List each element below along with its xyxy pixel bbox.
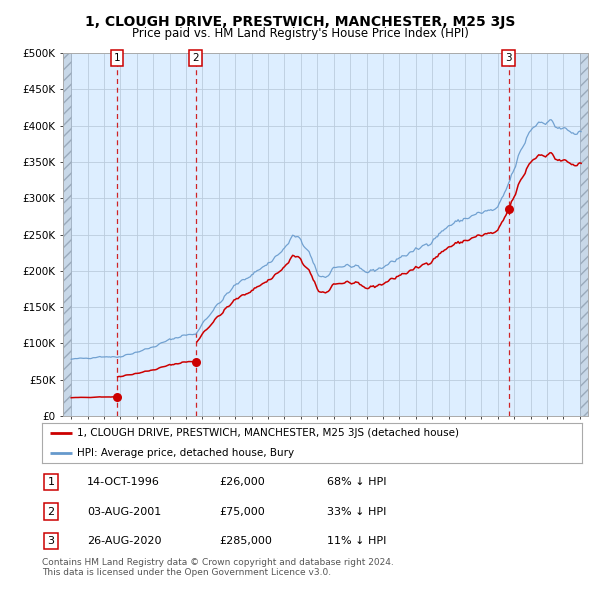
Text: 2: 2	[193, 53, 199, 63]
Text: 14-OCT-1996: 14-OCT-1996	[87, 477, 160, 487]
Text: £285,000: £285,000	[219, 536, 272, 546]
Text: 3: 3	[47, 536, 55, 546]
Text: Price paid vs. HM Land Registry's House Price Index (HPI): Price paid vs. HM Land Registry's House …	[131, 27, 469, 40]
Bar	[580, 53, 588, 416]
Text: 3: 3	[505, 53, 512, 63]
Text: 1: 1	[47, 477, 55, 487]
Text: 33% ↓ HPI: 33% ↓ HPI	[327, 507, 386, 516]
Text: HPI: Average price, detached house, Bury: HPI: Average price, detached house, Bury	[77, 448, 294, 458]
Text: 2: 2	[47, 507, 55, 516]
Text: 1, CLOUGH DRIVE, PRESTWICH, MANCHESTER, M25 3JS (detached house): 1, CLOUGH DRIVE, PRESTWICH, MANCHESTER, …	[77, 428, 459, 438]
Text: 03-AUG-2001: 03-AUG-2001	[87, 507, 161, 516]
Text: Contains HM Land Registry data © Crown copyright and database right 2024.
This d: Contains HM Land Registry data © Crown c…	[42, 558, 394, 577]
Text: £26,000: £26,000	[219, 477, 265, 487]
Text: 26-AUG-2020: 26-AUG-2020	[87, 536, 161, 546]
Text: 1: 1	[113, 53, 120, 63]
Text: £75,000: £75,000	[219, 507, 265, 516]
Text: 68% ↓ HPI: 68% ↓ HPI	[327, 477, 386, 487]
Text: 1, CLOUGH DRIVE, PRESTWICH, MANCHESTER, M25 3JS: 1, CLOUGH DRIVE, PRESTWICH, MANCHESTER, …	[85, 15, 515, 29]
Text: 11% ↓ HPI: 11% ↓ HPI	[327, 536, 386, 546]
Bar	[63, 53, 71, 416]
